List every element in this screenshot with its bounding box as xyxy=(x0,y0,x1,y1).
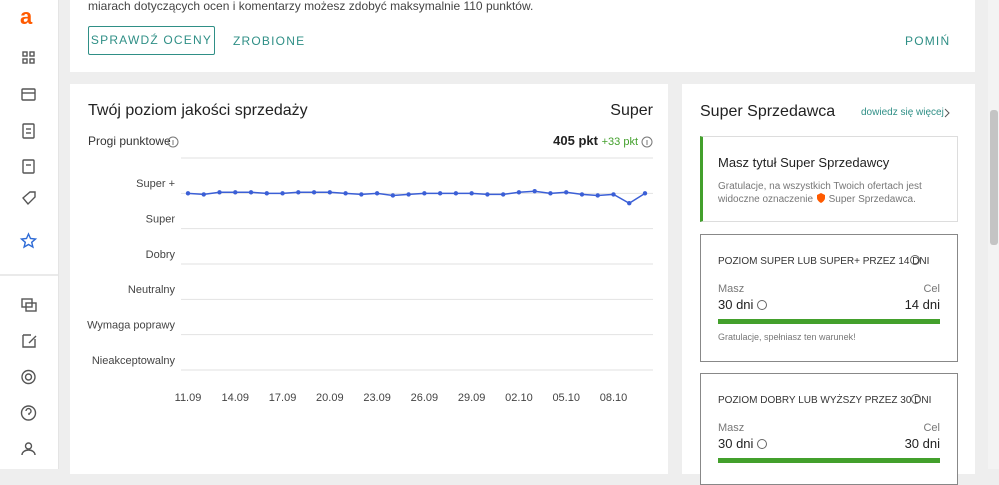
scrollbar[interactable] xyxy=(988,0,999,469)
y-tick-label: Nieakceptowalny xyxy=(92,355,176,367)
banner-text: miarach dotyczących ocen i komentarzy mo… xyxy=(88,0,534,13)
status-desc: Gratulacje, na wszystkich Twoich ofertac… xyxy=(718,181,922,205)
point xyxy=(485,192,490,197)
have-label: Masz xyxy=(718,422,745,434)
point xyxy=(280,191,285,196)
x-tick-label: 05.10 xyxy=(552,392,580,404)
point xyxy=(343,191,348,196)
sidebar-icons xyxy=(0,51,58,456)
point xyxy=(390,193,396,198)
y-tick-label: Wymaga poprawy xyxy=(87,320,175,332)
scrollbar-thumb[interactable] xyxy=(990,110,998,245)
x-tick-label: 26.09 xyxy=(411,392,439,404)
point xyxy=(642,191,648,196)
quality-level: Super xyxy=(610,102,653,119)
point xyxy=(217,190,222,195)
point xyxy=(548,191,553,196)
chevron xyxy=(944,108,950,118)
status-text: Gratulacje, na wszystkich Twoich ofertac… xyxy=(718,180,948,206)
line xyxy=(187,190,646,205)
condition-title: POZIOM DOBRY LUB WYŻSZY PRZEZ 30 DNI xyxy=(718,395,932,406)
progress-bar xyxy=(718,319,940,324)
point xyxy=(406,192,411,197)
point xyxy=(422,191,427,196)
quality-chart: Nieakceptowalny Wymaga poprawy Neutralny Do… xyxy=(87,136,653,404)
quality-title: Twój poziom jakości sprzedaży xyxy=(88,102,308,119)
thresholds-label: Progi punktowe xyxy=(88,134,171,148)
info-icon[interactable] xyxy=(641,136,653,148)
points-change: +33 pkt xyxy=(601,136,638,148)
point xyxy=(327,190,333,195)
badge-text: Super Sprzedawca. xyxy=(828,194,916,205)
super-seller-title: Super Sprzedawca xyxy=(700,103,836,120)
goal-label: Cel xyxy=(923,283,940,295)
goal-value: 30 dni xyxy=(904,436,940,451)
have-value: 30 dni xyxy=(718,436,754,451)
have-label: Masz xyxy=(718,283,745,295)
x-tick-label: 17.09 xyxy=(269,392,297,404)
progress-bar xyxy=(718,458,940,463)
status-box: Masz tytuł Super Sprzedawcy Gratulacje, … xyxy=(700,136,958,222)
point xyxy=(516,190,522,195)
info-icons xyxy=(757,255,921,449)
logo[interactable]: a xyxy=(20,4,33,29)
done-button[interactable]: ZROBIONE xyxy=(233,34,306,48)
point xyxy=(248,190,254,195)
condition-note: Gratulacje, spełniasz ten warunek! xyxy=(718,332,856,342)
condition-title: POZIOM SUPER LUB SUPER+ PRZEZ 14 DNI xyxy=(718,256,930,267)
point xyxy=(532,189,537,194)
y-tick-label: Dobry xyxy=(146,249,176,261)
x-tick-label: 14.09 xyxy=(222,392,250,404)
point xyxy=(595,193,600,198)
x-tick-label: 23.09 xyxy=(363,392,391,404)
point xyxy=(453,191,459,196)
point xyxy=(201,192,206,197)
goal-value: 14 dni xyxy=(904,297,940,312)
y-tick-label: Super xyxy=(146,214,176,226)
goal-label: Cel xyxy=(923,422,940,434)
point xyxy=(311,190,317,195)
learn-more-link[interactable]: dowiedz się więcej xyxy=(861,107,944,118)
point xyxy=(374,191,380,196)
point xyxy=(437,191,443,196)
badge-icon xyxy=(816,193,825,203)
have-value: 30 dni xyxy=(718,297,754,312)
point xyxy=(296,190,301,195)
condition-box: POZIOM DOBRY LUB WYŻSZY PRZEZ 30 DNI Mas… xyxy=(700,373,958,485)
points-value: 405 pkt xyxy=(553,133,598,148)
check-ratings-button[interactable]: SPRAWDŹ OCENY xyxy=(88,26,215,55)
point xyxy=(185,191,191,196)
skip-button[interactable]: POMIŃ xyxy=(905,34,951,48)
x-tick-label: 29.09 xyxy=(458,392,486,404)
quality-card: Twój poziom jakości sprzedaży Super Prog… xyxy=(70,84,668,474)
points: 405 pkt +33 pkt xyxy=(553,133,638,148)
info-icon[interactable] xyxy=(167,136,179,148)
x-tick-label: 20.09 xyxy=(316,392,344,404)
banner: miarach dotyczących ocen i komentarzy mo… xyxy=(70,0,975,72)
x-tick-label: 08.10 xyxy=(600,392,628,404)
point xyxy=(564,190,569,195)
point xyxy=(500,192,506,197)
y-tick-label: Super + xyxy=(136,178,175,190)
y-tick-label: Neutralny xyxy=(128,284,176,296)
point xyxy=(611,192,616,197)
sidebar: a xyxy=(0,0,59,469)
point xyxy=(264,191,269,196)
point xyxy=(359,192,364,197)
point xyxy=(233,190,238,195)
point xyxy=(469,191,474,196)
x-tick-label: 02.10 xyxy=(505,392,533,404)
point xyxy=(627,201,632,206)
status-title: Masz tytuł Super Sprzedawcy xyxy=(718,155,890,170)
point xyxy=(579,192,585,197)
x-tick-label: 11.09 xyxy=(175,392,202,404)
